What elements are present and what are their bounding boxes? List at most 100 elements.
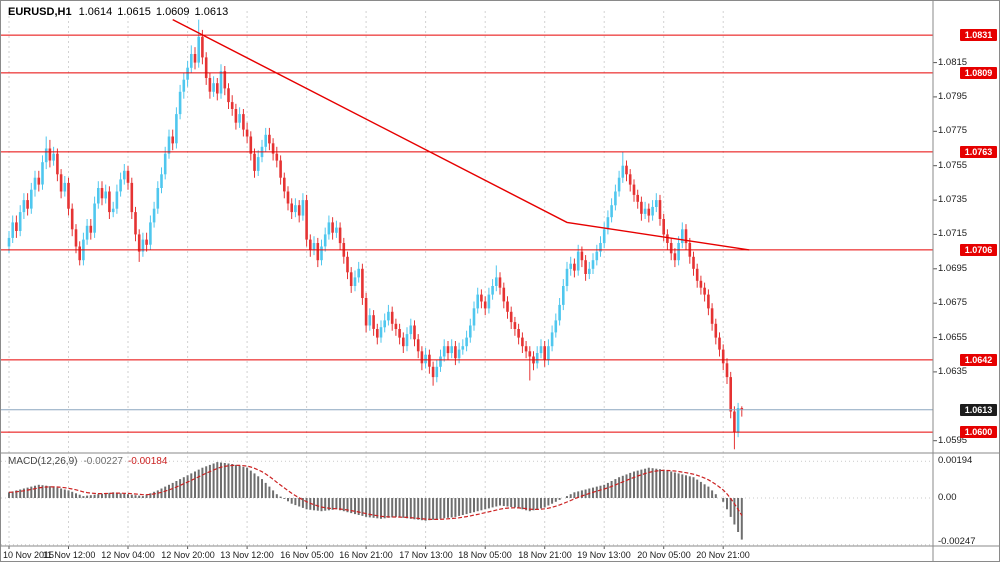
- candle-body: [18, 212, 22, 231]
- candle-body: [7, 237, 11, 247]
- candle-body: [327, 222, 331, 235]
- price-level-badge: 1.0763: [960, 146, 997, 158]
- candle-body: [234, 109, 238, 123]
- candle-body: [197, 36, 200, 63]
- candle-body: [491, 286, 494, 295]
- candle-body: [647, 208, 651, 216]
- candle-body: [431, 366, 435, 378]
- candle-body: [312, 243, 316, 250]
- candle-body: [729, 377, 732, 412]
- candle-body: [52, 153, 55, 161]
- quote-low: 1.0609: [155, 6, 190, 18]
- candle-body: [610, 205, 613, 218]
- candle-body: [346, 256, 349, 273]
- quote-open: 1.0614: [78, 6, 113, 18]
- quote-high: 1.0615: [117, 6, 151, 18]
- candle-body: [390, 311, 394, 324]
- candle-body: [253, 153, 256, 171]
- candle-body: [681, 229, 684, 244]
- candle-body: [461, 346, 465, 350]
- price-level-badge: 1.0831: [960, 29, 997, 41]
- candle-body: [137, 234, 141, 252]
- candle-body: [30, 189, 33, 209]
- candle-body: [662, 219, 665, 235]
- main-plot-area[interactable]: [1, 1, 933, 453]
- candle-body: [588, 268, 591, 274]
- macd-axis-min-label: -0.00247: [938, 536, 976, 547]
- candle-body: [483, 301, 487, 309]
- candle-body: [301, 200, 305, 216]
- candle-body: [480, 294, 483, 302]
- price-axis-label: 1.0655: [938, 332, 968, 343]
- candle-body: [376, 329, 379, 338]
- candle-body: [93, 203, 96, 233]
- quote-close: 1.0613: [194, 6, 229, 18]
- candle-body: [182, 79, 186, 92]
- candle-body: [736, 408, 740, 433]
- candle-body: [442, 346, 446, 357]
- trendline[interactable]: [172, 18, 750, 251]
- candle-body: [149, 222, 152, 245]
- candle-body: [119, 179, 122, 192]
- candle-body: [673, 253, 677, 261]
- time-axis-label: 18 Nov 21:00: [518, 550, 572, 560]
- candle-body: [97, 188, 100, 204]
- candle-body: [230, 102, 234, 109]
- candle-body: [632, 184, 636, 195]
- candle-body: [56, 153, 59, 175]
- time-axis-label: 12 Nov 04:00: [101, 550, 155, 560]
- price-axis-label: 1.0775: [938, 125, 968, 136]
- candle-body: [580, 251, 584, 261]
- macd-value: -0.00227: [83, 456, 123, 467]
- candle-body: [286, 191, 290, 204]
- macd-axis-zero-label: 0.00: [938, 492, 957, 503]
- price-axis-label: 1.0795: [938, 91, 968, 102]
- candle-body: [44, 148, 48, 163]
- candle-body: [614, 191, 617, 206]
- candle-body: [498, 277, 502, 288]
- price-axis-label: 1.0635: [938, 366, 968, 377]
- time-axis-label: 18 Nov 05:00: [458, 550, 512, 560]
- candle-body: [268, 134, 271, 144]
- candle-body: [178, 91, 182, 115]
- candle-body: [733, 411, 736, 433]
- macd-signal-line: [8, 464, 743, 521]
- candle-body: [115, 191, 119, 209]
- candle-body: [721, 349, 725, 364]
- candle-body: [617, 177, 621, 192]
- candle-body: [658, 200, 662, 219]
- candle-body: [305, 200, 308, 240]
- time-axis-label: 10 Nov 2015: [3, 550, 55, 560]
- candle-body: [666, 234, 669, 243]
- candle-body: [602, 229, 606, 244]
- price-level-badge: 1.0809: [960, 67, 997, 79]
- candle-body: [405, 334, 409, 347]
- candle-body: [216, 83, 219, 94]
- candle-body: [576, 251, 580, 271]
- candle-body: [569, 263, 572, 269]
- macd-indicator-label: MACD(12,26,9) -0.00227 -0.00184: [8, 456, 167, 467]
- candle-body: [625, 165, 628, 175]
- candle-body: [740, 408, 744, 410]
- candle-body: [591, 260, 595, 269]
- candle-body: [290, 203, 293, 213]
- time-axis-label: 11 Nov 12:00: [42, 550, 96, 560]
- candle-body: [506, 301, 509, 312]
- candle-body: [89, 225, 93, 233]
- candle-body: [242, 114, 245, 130]
- candle-body: [487, 294, 491, 309]
- candle-body: [227, 88, 230, 103]
- candle-body: [528, 351, 532, 357]
- price-axis-label: 1.0755: [938, 160, 968, 171]
- candle-body: [279, 160, 282, 178]
- candle-body: [428, 354, 431, 367]
- candle-body: [152, 208, 156, 223]
- candle-body: [398, 329, 401, 338]
- candle-body: [283, 177, 286, 192]
- candle-body: [669, 243, 673, 254]
- candle-body: [335, 227, 338, 233]
- price-level-badge: 1.0642: [960, 354, 997, 366]
- candle-body: [416, 339, 420, 352]
- candle-body: [703, 287, 706, 295]
